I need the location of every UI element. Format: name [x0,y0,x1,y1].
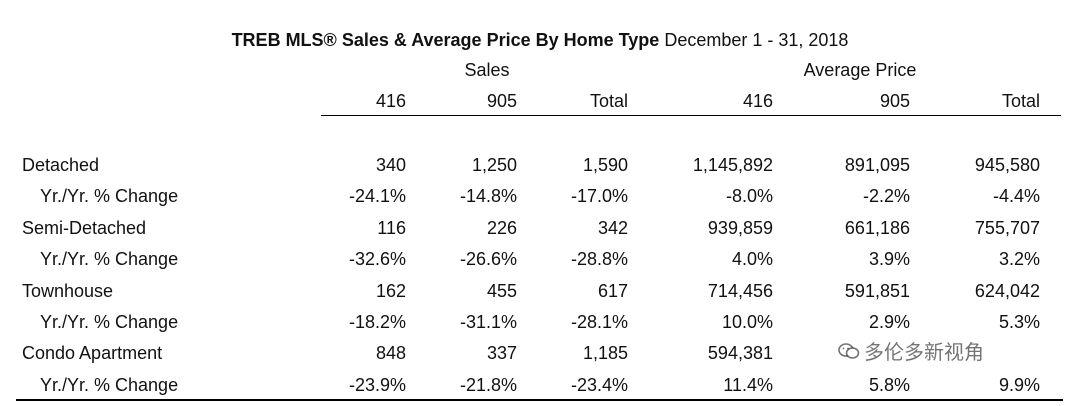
table-cell: -28.8% [570,249,628,270]
table-cell: -14.8% [459,186,517,207]
row-label-home-type: Semi-Detached [22,217,147,238]
table-cell: 116 [377,217,406,238]
header-divider [321,115,1061,116]
table-cell: -32.6% [348,249,406,270]
table-cell: 337 [486,343,517,364]
table-cell: 1,250 [471,155,517,175]
table-cell: -4.4% [992,186,1040,207]
wechat-icon [838,342,860,360]
table-cell: 755,707 [974,217,1040,238]
table-cell: 891,095 [844,155,910,175]
table-cell: -23.4% [570,374,628,395]
table-cell: -31.1% [459,312,517,332]
column-header-price-416: 416 [742,91,773,111]
row-label-home-type: Condo Apartment [22,343,163,364]
table-cell: -28.1% [570,312,628,332]
table-cell: 4.0% [731,249,773,270]
table-cell: 342 [597,217,628,238]
table-cell: 226 [486,217,517,238]
table-row: Yr./Yr. % Change -23.9% -21.8% -23.4% 11.4% 5… [0,375,1080,406]
table-row: Yr./Yr. % Change -24.1% -14.8% -17.0% -8.0% -… [0,186,1080,217]
table-cell: 10.0% [721,312,773,332]
table-cell: 5.3% [998,312,1040,332]
table-cell: -23.9% [348,374,406,395]
table-cell: 714,456 [707,280,773,301]
table-cell: 624,042 [974,280,1040,301]
title-main: TREB MLS® Sales & Average Price By Home … [231,30,660,50]
watermark-text: 多伦多新视角 [864,342,984,364]
table-cell: 617 [597,280,628,301]
table-cell: -18.2% [348,312,406,332]
table-cell: 594,381 [707,343,773,364]
column-header-sales-905: 905 [486,91,517,111]
table-cell: 939,859 [707,217,773,238]
table-cell: -17.0% [570,186,628,207]
table-row: Semi-Detached 116 226 342 939,859 661,186 755,… [0,218,1080,249]
row-label-change: Yr./Yr. % Change [40,249,179,270]
row-label-home-type: Townhouse [22,280,114,301]
table-row: Detached 340 1,250 1,590 1,145,892 891,095 945… [0,155,1080,186]
bottom-divider [16,399,1063,401]
table-row: Townhouse 162 455 617 714,456 591,851 624,042 [0,281,1080,312]
table-cell: 848 [375,343,406,364]
row-label-home-type: Detached [22,155,100,175]
column-header-sales-416: 416 [375,91,406,111]
table-cell: 1,185 [582,343,628,364]
table-row: Yr./Yr. % Change -18.2% -31.1% -28.1% 10.0% 2… [0,312,1080,343]
column-header-sales-total: Total [589,91,628,111]
column-header-price-total: Total [1001,91,1040,111]
table-cell: 455 [486,280,517,301]
row-label-change: Yr./Yr. % Change [40,374,179,395]
table-cell: 661,186 [844,217,910,238]
column-header-price-905: 905 [879,91,910,111]
table-cell: 591,851 [844,280,910,301]
table-cell: -2.2% [862,186,910,207]
title-date: December 1 - 31, 2018 [659,30,849,50]
table-cell: 162 [375,280,406,301]
table-title: TREB MLS® Sales & Average Price By Home … [0,30,1080,51]
row-label-change: Yr./Yr. % Change [40,186,179,207]
watermark: 多伦多新视角 [838,336,984,365]
table-cell: 945,580 [974,155,1040,175]
table-cell: 9.9% [998,374,1040,395]
table-cell: 5.8% [868,374,910,395]
table-cell: 340 [375,155,406,175]
table-cell: 1,590 [582,155,628,175]
table-cell: -8.0% [725,186,773,207]
row-label-change: Yr./Yr. % Change [40,312,179,332]
table-cell: -24.1% [348,186,406,207]
table-cell: 2.9% [868,312,910,332]
table-cell: -26.6% [459,249,517,270]
table-row: Yr./Yr. % Change -32.6% -26.6% -28.8% 4.0% 3.… [0,249,1080,280]
group-header-average-price: Average Price [803,60,917,80]
table-cell: 11.4% [723,374,773,395]
table-row: Condo Apartment 848 337 1,185 594,381 [0,343,1080,374]
table-cell: -21.8% [459,374,517,395]
table-cell: 3.9% [868,249,910,270]
group-header-sales: Sales [464,60,510,80]
table-cell: 3.2% [998,249,1040,270]
table-cell: 1,145,892 [692,155,773,175]
